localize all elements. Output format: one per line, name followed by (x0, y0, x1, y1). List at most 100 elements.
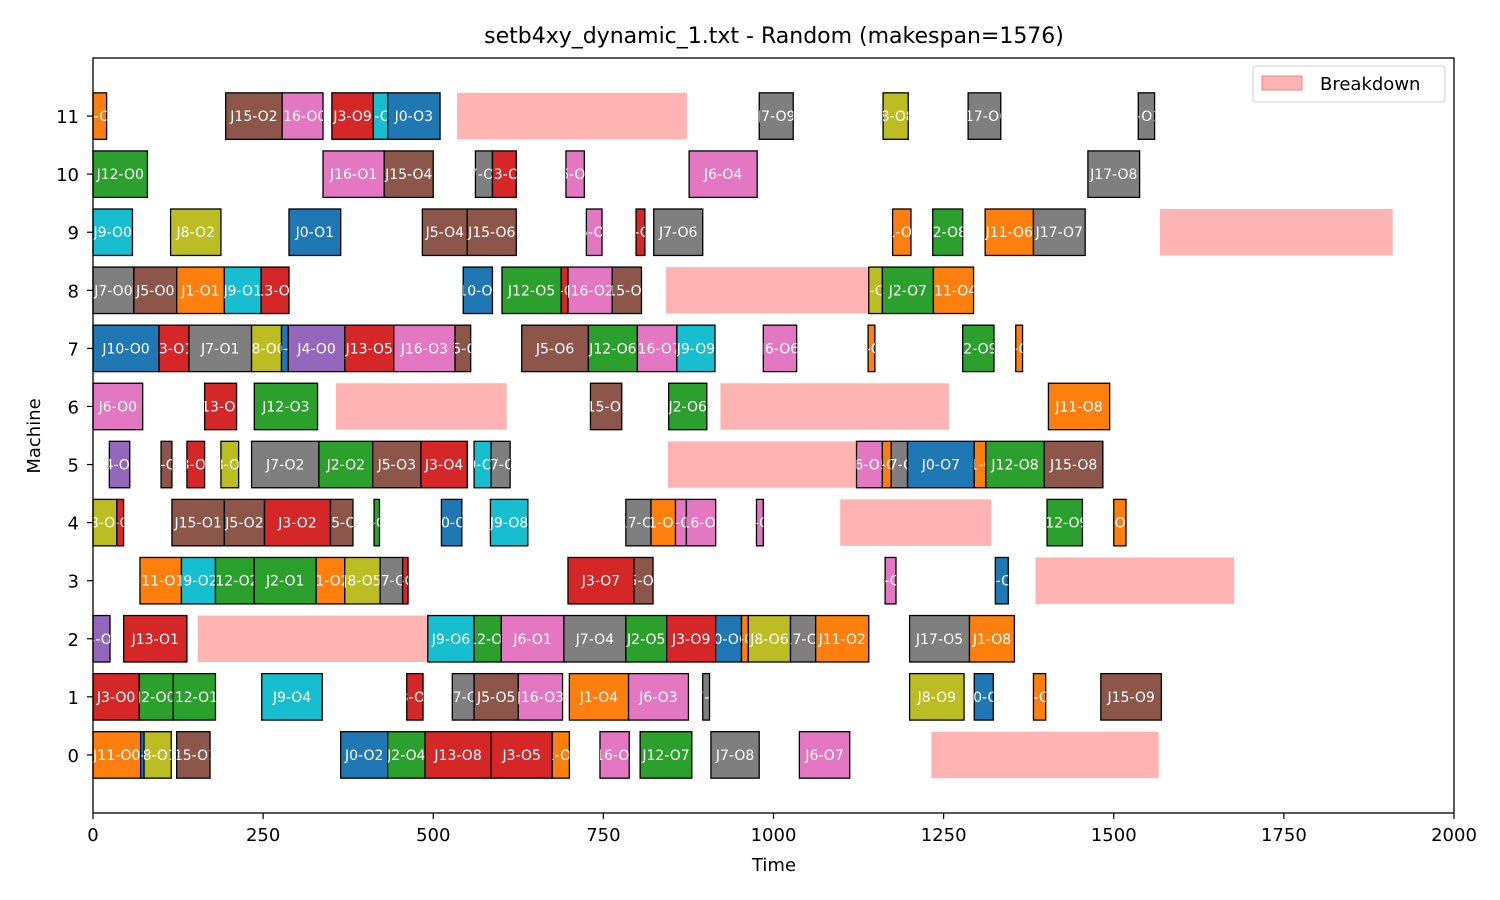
operation-bar: J1-O10 (1113, 498, 1127, 547)
operation-rect (627, 672, 690, 721)
operation-bar: J8-O7 (868, 266, 884, 315)
operation-label: J1-O5 (541, 748, 580, 764)
operation-bar: J17-O5 (908, 614, 971, 663)
operation-bar: J1-O8 (968, 614, 1016, 663)
operation-label: J12-O8 (990, 458, 1038, 474)
operation-rect (172, 672, 217, 721)
operation-bar: J2-O7 (881, 266, 935, 315)
operation-label: J6-O6 (661, 516, 700, 532)
operation-bar: J5-O5 (473, 672, 519, 721)
operation-label: J6-O0 (98, 399, 137, 415)
operation-label: J3-O6 (395, 690, 434, 706)
operation-label: J12-O4 (463, 632, 511, 648)
operation-label: J3-O6 (544, 283, 583, 299)
operation-rect (625, 614, 668, 663)
breakdown-bar (668, 441, 857, 488)
operation-rect (932, 266, 975, 315)
operation-rect (440, 498, 463, 547)
operation-label: J3-O2 (277, 516, 316, 532)
operation-label: J16-O2 (565, 283, 613, 299)
operation-rect (253, 382, 319, 431)
operation-label: J13-O5 (345, 341, 393, 357)
x-tick-label: 2000 (1431, 825, 1477, 846)
operation-rect (176, 731, 211, 779)
operation-label: J9-O2 (178, 574, 217, 590)
operation-label: J6-O1 (512, 632, 551, 648)
y-tick-label: 11 (56, 107, 79, 128)
operation-bar: J3-O5 (401, 556, 409, 605)
operation-bar: J15-O1 (171, 498, 225, 547)
operation-label: J5-O1 (146, 458, 185, 474)
y-tick-label: 5 (68, 456, 79, 477)
breakdown-bar (665, 267, 869, 314)
operation-rect (891, 208, 912, 257)
operation-label: J1-O6 (867, 458, 906, 474)
operation-bar: J1-O6 (891, 208, 912, 257)
operation-bar: J9-O6 (427, 614, 475, 663)
operation-rect (489, 498, 529, 547)
operation-bar: J6-O8 (755, 498, 764, 547)
operation-bar: J4-O0 (92, 614, 111, 663)
y-tick-label: 6 (68, 397, 79, 418)
operation-rect (755, 498, 764, 547)
breakdown-bar (840, 499, 992, 546)
operation-label: J9-O5 (360, 109, 399, 125)
operation-rect (715, 614, 743, 663)
operation-rect (340, 731, 389, 779)
operation-rect (491, 150, 517, 199)
operation-label: J6-O3 (638, 690, 677, 706)
operation-rect (884, 556, 897, 605)
operation-bar: J2-O0 (138, 672, 174, 721)
operation-rect (994, 556, 1009, 605)
operation-bar: J15-O7 (589, 382, 623, 431)
operation-label: J2-O1 (265, 574, 304, 590)
operation-bar: J17-O4 (890, 440, 909, 489)
operation-rect (116, 498, 125, 547)
operation-bar: J7-O6 (653, 208, 704, 257)
operation-bar: J5-O0 (133, 266, 178, 315)
y-axis-ticks: 0 1 2 3 4 5 6 7 8 9 10 11 (56, 107, 93, 767)
x-tick-label: 1750 (1261, 825, 1307, 846)
operation-label: J6-O5 (849, 458, 888, 474)
operation-bar: J17-O6 (967, 92, 1002, 140)
operation-rect (160, 440, 173, 489)
operation-bar: J3-O1 (158, 324, 190, 373)
operation-bar: J15-O5 (454, 324, 472, 373)
operation-label: J11-O6 (985, 225, 1033, 241)
breakdown-bar (1160, 209, 1393, 256)
operation-bar: J1-O1 (176, 266, 225, 315)
y-tick-label: 4 (68, 514, 79, 535)
operation-label: J6-O6 (760, 341, 799, 357)
operation-label: J7-O10 (1122, 109, 1170, 125)
operation-label: J0-O1 (295, 225, 334, 241)
operation-label: J7-O4 (575, 632, 614, 648)
operation-rect (322, 150, 385, 199)
operation-label: J1-O7 (851, 341, 890, 357)
operation-rect (565, 150, 585, 199)
operation-rect (108, 440, 131, 489)
breakdown-bar (931, 731, 1159, 779)
operation-label: J6-O3 (574, 225, 613, 241)
operation-label: J0-O7 (921, 458, 960, 474)
operation-bar: J11-O1 (139, 556, 183, 605)
operation-label: J13-O2 (480, 167, 528, 183)
legend-label-breakdown: Breakdown (1320, 74, 1420, 95)
operation-bar: J7-O1 (188, 324, 253, 373)
operation-rect (599, 731, 630, 779)
operation-bar: J6-O5 (849, 440, 888, 489)
operation-label: J11-O0 (92, 748, 140, 764)
operation-bar: J8-O8 (882, 92, 909, 140)
operation-label: J15-O1 (173, 516, 221, 532)
operation-label: J11-O2 (818, 632, 866, 648)
operation-bar: J9-O4 (261, 672, 323, 721)
operation-bar: J16-O8 (685, 498, 717, 547)
operation-rect (1046, 498, 1084, 547)
operation-label: J12-O1 (170, 690, 218, 706)
operation-bar: J17-O0 (379, 556, 404, 605)
operation-rect (867, 324, 876, 373)
operation-bar: J9-O1 (223, 266, 262, 315)
operation-rect (331, 92, 375, 140)
operation-bar: J3-O9 (331, 92, 375, 140)
operation-bar: J8-O2 (169, 208, 222, 257)
